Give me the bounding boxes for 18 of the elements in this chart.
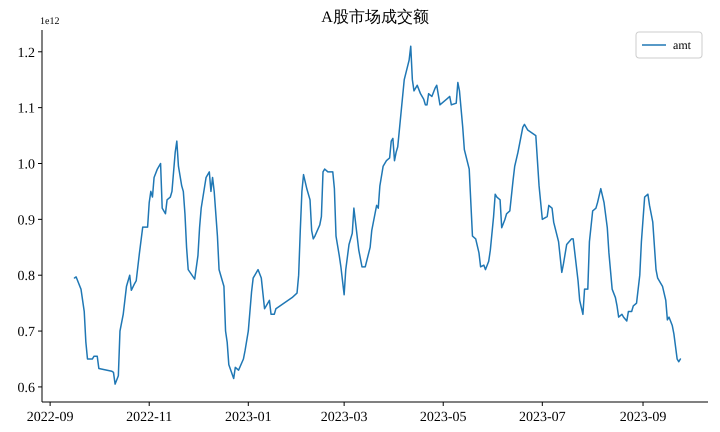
y-tick-label: 0.6 <box>18 380 35 396</box>
legend-label: amt <box>673 38 692 52</box>
y-tick-label: 0.9 <box>18 213 35 228</box>
x-tick-label: 2022-09 <box>26 410 74 425</box>
y-tick-label: 1.2 <box>18 46 35 61</box>
x-tick-label: 2023-01 <box>224 410 272 425</box>
x-tick-label: 2023-09 <box>620 410 666 425</box>
x-tick-label: 2023-07 <box>518 410 566 425</box>
x-tick-label: 2023-05 <box>420 410 467 425</box>
x-tick-label: 2022-11 <box>126 410 172 425</box>
y-tick-label: 0.7 <box>18 325 35 340</box>
x-tick-label: 2023-03 <box>320 410 368 425</box>
y-tick-label: 1.1 <box>18 102 35 117</box>
chart-title: A股市场成交额 <box>321 8 429 26</box>
y-tick-label: 0.8 <box>18 269 35 284</box>
text: 1e12 <box>40 16 60 27</box>
legend: amt <box>636 32 702 58</box>
y-tick-label: 1.0 <box>18 157 35 172</box>
